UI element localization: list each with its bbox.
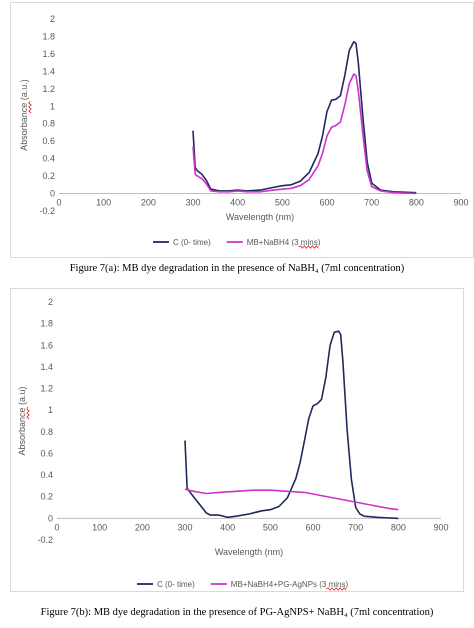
series-line-treated [192,73,417,195]
legend-label: MB+NaBH4 (3 mins) [247,238,321,247]
y-tick-label: 2 [48,297,53,307]
x-tick-label: 300 [185,198,200,208]
y-tick-label: 0.2 [42,171,55,181]
x-tick-label: 0 [54,522,59,532]
y-tick-label: 1.4 [42,66,55,76]
figure-caption-b: Figure 7(b): MB dye degradation in the p… [40,607,434,618]
x-tick-label: 100 [96,198,111,208]
x-tick-label: 900 [433,522,448,532]
y-tick-label: 0 [48,513,53,523]
legend-label: C (0- time) [157,580,195,589]
x-tick-label: 600 [305,522,320,532]
spellcheck-underline [325,587,347,591]
y-tick-label: -0.2 [37,535,53,545]
x-tick-label: 600 [319,198,334,208]
y-tick-label: 0.6 [42,136,55,146]
y-tick-label: 0.2 [40,492,53,502]
series-line-treated [184,488,399,511]
y-tick-label: 1 [48,405,53,415]
x-tick-label: 200 [141,198,156,208]
y-tick-label: 1.8 [42,31,55,41]
chart-b-svg: -0.200.20.40.60.811.21.41.61.820 100 200 30… [17,297,449,591]
y-axis-title: Absorbance (a.u.) [19,79,29,151]
x-tick-label: 700 [348,522,363,532]
chart-a-svg: -0.200.20.40.60.811.21.41.61.820 100 200 30… [19,14,469,249]
y-tick-label: 1.6 [42,49,55,59]
x-tick-label: 100 [92,522,107,532]
x-tick-label: 300 [177,522,192,532]
y-tick-label: 1.6 [40,340,53,350]
figure-caption-a: Figure 7(a): MB dye degradation in the p… [69,263,405,274]
x-tick-label: 500 [263,522,278,532]
y-tick-label: 1 [50,101,55,111]
x-tick-label: 700 [364,198,379,208]
spellcheck-underline [298,245,319,249]
y-tick-label: 0.8 [42,119,55,129]
x-tick-label: 800 [409,198,424,208]
y-tick-label: 0.4 [42,154,55,164]
x-tick-label: 0 [56,198,61,208]
y-tick-label: 1.2 [42,84,55,94]
y-tick-label: 0.8 [40,427,53,437]
y-tick-label: -0.2 [39,206,55,216]
y-tick-label: 0 [50,189,55,199]
y-tick-label: 2 [50,14,55,24]
legend-label: MB+NaBH4+PG-AgNPs (3 mins) [231,580,349,589]
x-tick-label: 400 [230,198,245,208]
legend-label: C (0- time) [173,238,211,247]
series-line-control [192,40,417,194]
x-tick-label: 900 [453,198,468,208]
x-axis-title: Wavelength (nm) [226,212,294,222]
spellcheck-underline [26,406,30,420]
y-tick-label: 0.4 [40,470,53,480]
x-tick-label: 800 [391,522,406,532]
series-line-control [184,330,399,520]
x-axis-title: Wavelength (nm) [215,547,283,557]
spellcheck-underline [28,100,32,114]
x-tick-label: 500 [275,198,290,208]
chart-panel-a: -0.2 0 0.2 0.4 0.6 0.8 1 1.2 1.4 1.6 1.8 2 0 100 200 30… [10,2,474,258]
y-tick-label: 1.4 [40,362,53,372]
chart-panel-b: -0.2 0 0.2 0.4 0.6 0.8 1 1.2 1.4 1.6 1.8 2 0 100 200 30… [10,288,464,592]
x-tick-label: 200 [135,522,150,532]
y-tick-label: 1.8 [40,319,53,329]
y-tick-label: 0.6 [40,448,53,458]
y-axis-title: Absorbance (a.u) [17,386,27,455]
y-tick-label: 1.2 [40,384,53,394]
x-tick-label: 400 [220,522,235,532]
